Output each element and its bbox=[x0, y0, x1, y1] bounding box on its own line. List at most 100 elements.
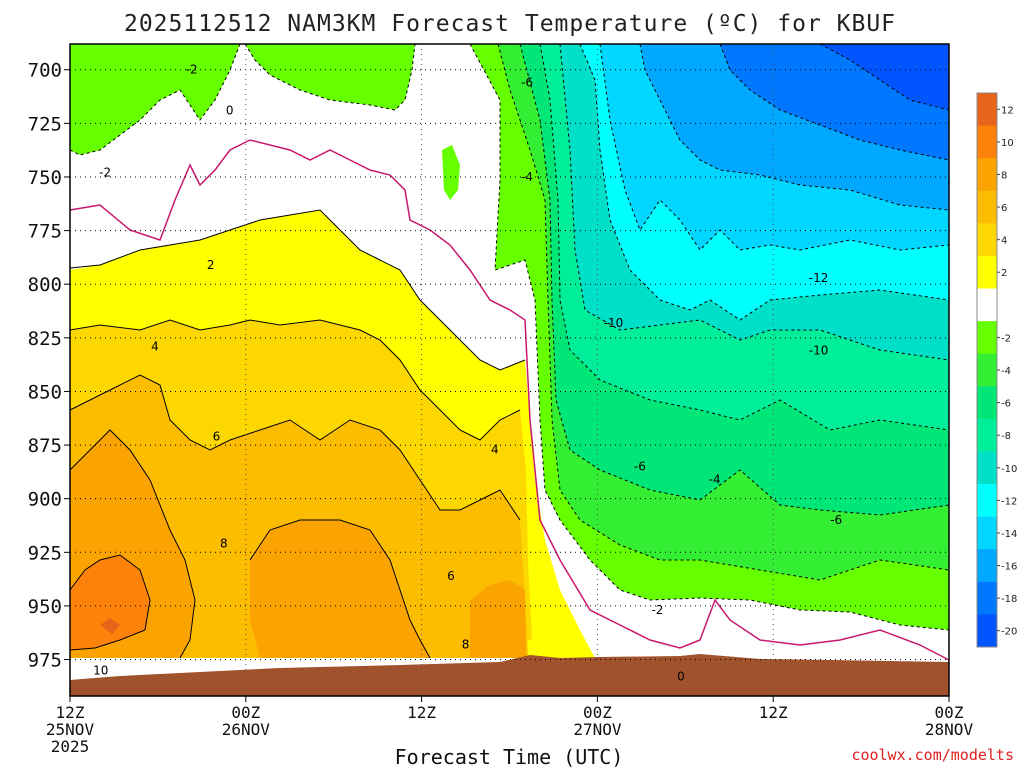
colorbar-swatch bbox=[977, 614, 997, 648]
colorbar-swatch bbox=[977, 93, 997, 127]
y-tick-label: 700 bbox=[28, 60, 62, 82]
contour-label: 0 bbox=[677, 670, 685, 684]
colorbar-swatch bbox=[977, 125, 997, 159]
contour-label: 6 bbox=[213, 429, 221, 443]
contour-minus-4-line bbox=[497, 43, 950, 581]
colorbar-swatch bbox=[977, 353, 997, 387]
zero-contour-line bbox=[69, 139, 950, 661]
region-8-to-10-center bbox=[250, 520, 430, 658]
x-axis-label: Forecast Time (UTC) bbox=[395, 745, 624, 768]
colorbar-swatch bbox=[977, 581, 997, 615]
contour-label: 4 bbox=[151, 339, 159, 353]
contour-minus-14-line bbox=[599, 43, 950, 251]
contour-label: 6 bbox=[447, 569, 455, 583]
y-axis-ticks: 700 725 750 775 800 825 850 875 900 925 950 975 bbox=[28, 60, 70, 672]
colorbar-swatch bbox=[977, 451, 997, 485]
colorbar-swatch bbox=[977, 321, 997, 355]
colorbar-label: -20 bbox=[1001, 627, 1017, 638]
colorbar-label: 4 bbox=[1001, 236, 1007, 247]
y-tick-label: 925 bbox=[28, 542, 62, 564]
contour-label: 4 bbox=[491, 442, 499, 456]
colorbar-label: -4 bbox=[1001, 366, 1011, 377]
contour-minus-8-line bbox=[539, 43, 950, 431]
contour-minus-2-upper-center bbox=[244, 43, 416, 111]
region-upper-left-minus-2 bbox=[70, 44, 240, 155]
region-12-to-14 bbox=[100, 618, 120, 634]
filled-temperature-field bbox=[70, 44, 949, 696]
y-tick-label: 825 bbox=[28, 328, 62, 350]
colorbar-label: 2 bbox=[1001, 268, 1007, 279]
colorbar-swatch bbox=[977, 223, 997, 257]
contour-label: -6 bbox=[521, 76, 533, 90]
y-tick-label: 950 bbox=[28, 596, 62, 618]
contour-labels: -2 0 -2 2 4 6 8 6 8 10 4 -6 -4 -10 -12 -10 -6 -4 -6 -2 0 bbox=[93, 63, 842, 684]
contour-4-line bbox=[69, 319, 521, 441]
colorbar-label: 12 bbox=[1001, 105, 1014, 116]
colorbar-swatch bbox=[977, 516, 997, 550]
contour-label: -10 bbox=[809, 344, 829, 358]
x-tick-label: 12Z bbox=[56, 703, 85, 722]
y-tick-label: 975 bbox=[28, 650, 62, 672]
colorbar-swatch bbox=[977, 255, 997, 290]
contour-label: -6 bbox=[634, 460, 646, 474]
contour-label: -6 bbox=[830, 513, 842, 527]
contour-8-line-center bbox=[249, 519, 431, 659]
colorbar-swatch bbox=[977, 484, 997, 518]
colorbar-swatch bbox=[977, 386, 997, 420]
colorbar-label: 6 bbox=[1001, 203, 1007, 214]
credit-text: coolwx.com/modelts bbox=[851, 746, 1014, 764]
region-8-to-10-right bbox=[470, 580, 526, 658]
contour-label: 10 bbox=[93, 663, 108, 677]
region-10-to-12 bbox=[70, 555, 150, 650]
contour-minus-12-line bbox=[579, 43, 950, 321]
y-tick-label: 900 bbox=[28, 489, 62, 511]
x-tick-label: 28NOV bbox=[925, 720, 974, 739]
y-tick-label: 850 bbox=[28, 381, 62, 403]
colorbar-swatch bbox=[977, 549, 997, 583]
ground-surface bbox=[70, 654, 949, 696]
contour-label: -2 bbox=[651, 603, 663, 617]
colorbar-label: -12 bbox=[1001, 496, 1017, 507]
colorbar: 12 10 8 6 4 2 -2 -4 -6 -8 -10 -12 -14 -16 -18 -20 bbox=[976, 92, 1017, 648]
contour-10-line bbox=[69, 554, 151, 651]
y-tick-label: 875 bbox=[28, 435, 62, 457]
plot-frame bbox=[69, 43, 950, 697]
y-tick-label: 775 bbox=[28, 221, 62, 243]
contour-minus-2-upper-left bbox=[69, 43, 241, 156]
contour-minus-6-line bbox=[519, 43, 950, 516]
x-tick-label: 25NOV bbox=[46, 720, 95, 739]
contour-8-line bbox=[69, 429, 196, 659]
contour-6-line bbox=[69, 374, 521, 521]
colorbar-label: -6 bbox=[1001, 399, 1011, 410]
contour-lines bbox=[69, 43, 950, 661]
contour-minus-16-line bbox=[639, 43, 950, 211]
y-tick-label: 725 bbox=[28, 113, 62, 135]
contour-label: 8 bbox=[462, 638, 470, 652]
chart-title: 2025112512 NAM3KM Forecast Temperature (… bbox=[124, 11, 896, 37]
contour-label: 8 bbox=[220, 537, 228, 551]
contour-label: -10 bbox=[604, 316, 624, 330]
region-minus-20-to-minus-22 bbox=[820, 44, 949, 110]
x-tick-label: 00Z bbox=[935, 703, 964, 722]
contour-label: 2 bbox=[207, 258, 215, 272]
contour-minus-18-line bbox=[719, 43, 950, 161]
x-tick-label: 26NOV bbox=[222, 720, 271, 739]
contour-label: -2 bbox=[99, 166, 111, 180]
colorbar-label: -2 bbox=[1001, 333, 1011, 344]
colorbar-label: -16 bbox=[1001, 562, 1017, 573]
x-tick-label: 27NOV bbox=[573, 720, 622, 739]
colorbar-swatch bbox=[977, 418, 997, 452]
y-tick-label: 750 bbox=[28, 167, 62, 189]
contour-label: -12 bbox=[809, 271, 829, 285]
colorbar-label: -10 bbox=[1001, 464, 1017, 475]
contour-minus-2-line bbox=[469, 43, 950, 631]
contour-2-line bbox=[69, 209, 526, 371]
colorbar-label: -8 bbox=[1001, 431, 1011, 442]
colorbar-label: 10 bbox=[1001, 138, 1014, 149]
colorbar-swatch bbox=[977, 288, 997, 322]
contour-label: -4 bbox=[521, 170, 533, 184]
x-tick-label: 12Z bbox=[407, 703, 436, 722]
contour-label: -2 bbox=[186, 63, 198, 77]
